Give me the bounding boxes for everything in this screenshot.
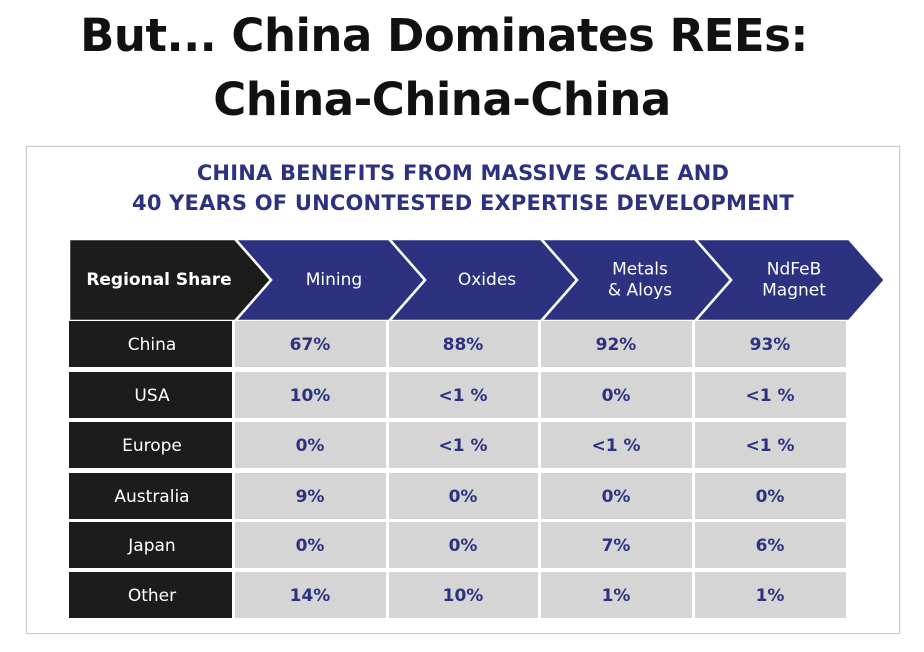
- header-label-col-3-line-1: Metals: [612, 260, 668, 280]
- value-label: 0%: [602, 487, 631, 507]
- value-cell: [695, 321, 846, 367]
- value-label: 93%: [750, 335, 791, 355]
- region-cell: [69, 321, 232, 367]
- value-cell: [235, 321, 386, 367]
- value-label: <1 %: [745, 436, 794, 456]
- value-label: <1 %: [438, 436, 487, 456]
- value-cell: [541, 522, 692, 568]
- page-title-line-2: China-China-China: [213, 73, 671, 126]
- value-cell: [389, 572, 538, 618]
- value-cell: [541, 321, 692, 367]
- page-title-line-1: But... China Dominates REEs:: [80, 9, 808, 62]
- value-cell: [389, 522, 538, 568]
- value-cell: [695, 372, 846, 418]
- share-table: Regional Share Mining Oxides Metals& Aloys N…: [67, 237, 887, 618]
- region-label: Japan: [127, 536, 175, 556]
- value-label: 1%: [756, 586, 785, 606]
- value-label: 88%: [443, 335, 484, 355]
- chart-heading-line-1: CHINA BENEFITS FROM MASSIVE SCALE AND: [196, 161, 730, 185]
- value-label: 0%: [449, 536, 478, 556]
- value-label: 10%: [290, 386, 331, 406]
- header-label-regional-share: Regional Share: [86, 270, 231, 290]
- region-label: Other: [128, 586, 176, 606]
- value-label: 0%: [296, 536, 325, 556]
- value-label: 92%: [596, 335, 637, 355]
- chart-panel: CHINA BENEFITS FROM MASSIVE SCALE AND 40…: [26, 146, 900, 634]
- value-cell: [389, 473, 538, 519]
- header-chevron-regional-share: [67, 237, 273, 323]
- region-label: Europe: [122, 436, 182, 456]
- value-cell: [235, 422, 386, 468]
- value-label: 0%: [602, 386, 631, 406]
- region-cell: [69, 572, 232, 618]
- value-cell: [541, 422, 692, 468]
- header-label-col-2-line-1: Oxides: [458, 270, 516, 290]
- value-cell: [389, 422, 538, 468]
- value-cell: [541, 572, 692, 618]
- region-label: USA: [134, 386, 170, 406]
- value-label: 1%: [602, 586, 631, 606]
- value-cell: [389, 372, 538, 418]
- value-cell: [235, 372, 386, 418]
- value-cell: [389, 321, 538, 367]
- value-label: 0%: [296, 436, 325, 456]
- value-label: <1 %: [591, 436, 640, 456]
- value-label: 67%: [290, 335, 331, 355]
- value-label: <1 %: [438, 386, 487, 406]
- value-cell: [541, 372, 692, 418]
- value-label: 6%: [756, 536, 785, 556]
- value-label: 10%: [443, 586, 484, 606]
- value-label: 7%: [602, 536, 631, 556]
- region-cell: [69, 473, 232, 519]
- value-cell: [695, 422, 846, 468]
- header-label-col-1-line-1: Mining: [306, 270, 362, 290]
- value-cell: [695, 572, 846, 618]
- value-label: 0%: [756, 487, 785, 507]
- header-label-col-4-line-2: Magnet: [762, 281, 826, 301]
- value-cell: [541, 473, 692, 519]
- value-cell: [235, 522, 386, 568]
- value-cell: [695, 522, 846, 568]
- header-label-col-4-line-1: NdFeB: [767, 260, 821, 280]
- chart-heading-line-2: 40 YEARS OF UNCONTESTED EXPERTISE DEVELO…: [132, 191, 794, 215]
- region-label: Australia: [114, 487, 189, 507]
- value-cell: [235, 473, 386, 519]
- value-label: 14%: [290, 586, 331, 606]
- value-cell: [695, 473, 846, 519]
- value-cell: [235, 572, 386, 618]
- region-cell: [69, 372, 232, 418]
- header-label-col-3-line-2: & Aloys: [608, 281, 672, 301]
- value-label: 0%: [449, 487, 478, 507]
- value-label: <1 %: [745, 386, 794, 406]
- region-cell: [69, 422, 232, 468]
- region-label: China: [128, 335, 177, 355]
- value-label: 9%: [296, 487, 325, 507]
- region-cell: [69, 522, 232, 568]
